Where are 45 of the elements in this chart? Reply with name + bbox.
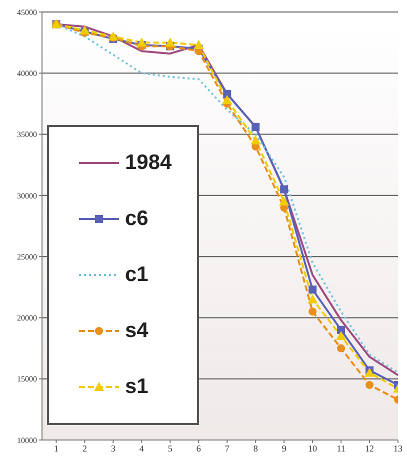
point — [280, 185, 288, 194]
point — [252, 122, 260, 131]
point — [337, 326, 346, 334]
point — [136, 38, 147, 47]
x-tick-label: 6 — [196, 443, 202, 454]
point — [80, 25, 90, 34]
point — [337, 344, 346, 352]
x-tick-label: 5 — [168, 443, 173, 454]
y-tick-label: 20000 — [17, 314, 37, 323]
legend-label: c6 — [125, 207, 148, 231]
point — [250, 135, 261, 144]
point — [308, 294, 318, 304]
point — [165, 38, 176, 47]
x-tick-label: 3 — [110, 443, 116, 454]
y-tick-label: 15000 — [17, 374, 37, 384]
x-tick-label: 8 — [253, 443, 258, 454]
y-tick-label: 45000 — [17, 8, 37, 17]
x-tick-label: 1 — [54, 443, 58, 454]
legend-label: 1984 — [125, 151, 172, 175]
point — [223, 90, 232, 98]
y-tick-label: 10000 — [17, 436, 37, 445]
point — [366, 380, 374, 389]
y-tick-label: 35000 — [17, 130, 37, 140]
legend-label: s1 — [125, 375, 148, 399]
x-tick-label: 7 — [224, 443, 230, 454]
x-tick-label: 2 — [82, 443, 87, 454]
point — [308, 286, 317, 294]
point — [279, 196, 290, 206]
x-tick-label: 4 — [139, 443, 144, 454]
point — [364, 368, 375, 377]
point — [308, 308, 317, 316]
point — [222, 95, 232, 104]
x-tick-label: 9 — [282, 443, 287, 454]
point — [108, 31, 118, 40]
x-tick-label: 11 — [336, 443, 346, 454]
y-tick-label: 40000 — [17, 68, 37, 78]
y-tick-label: 30000 — [17, 191, 37, 200]
y-tick-label: 25000 — [17, 252, 37, 262]
x-tick-label: 13 — [394, 443, 403, 454]
x-tick-label: 12 — [365, 443, 374, 454]
legend-label: s4 — [125, 319, 148, 343]
point — [194, 40, 204, 50]
point — [336, 331, 346, 340]
legend-label: c1 — [125, 263, 148, 287]
x-tick-label: 10 — [308, 443, 318, 454]
